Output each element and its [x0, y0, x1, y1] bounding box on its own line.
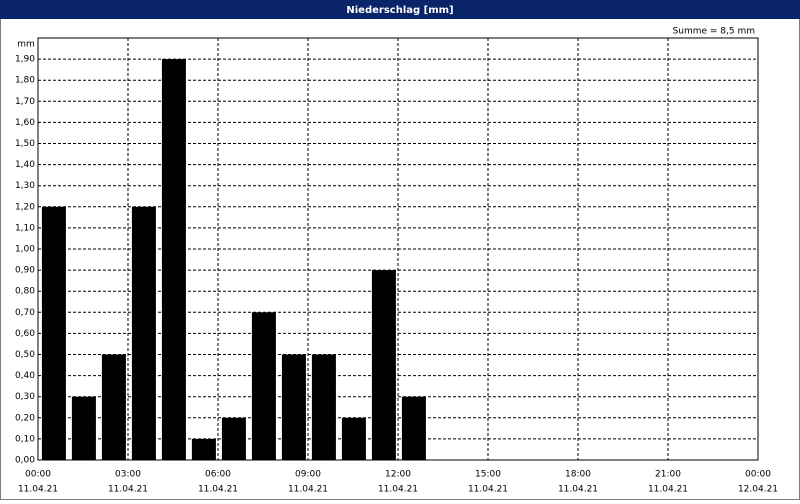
bar: [401, 396, 426, 460]
x-tick-date: 12.04.21: [738, 485, 778, 495]
y-tick-label: 1,50: [15, 139, 35, 149]
x-tick-label: 00:00: [745, 470, 771, 480]
bar: [251, 312, 276, 460]
x-tick-label: 18:00: [565, 470, 591, 480]
y-tick-label: 0,40: [15, 371, 35, 381]
annotation: Summe = 8,5 mm: [673, 27, 755, 37]
y-tick-label: 1,00: [15, 245, 35, 255]
x-tick-label: 06:00: [205, 470, 231, 480]
y-tick-label: 0,80: [15, 287, 35, 297]
x-tick-date: 11.04.21: [648, 485, 688, 495]
y-tick-label: 1,80: [15, 76, 35, 86]
y-tick-label: 0,10: [15, 434, 35, 444]
y-tick-label: 0,70: [15, 308, 35, 318]
y-tick-label: 1,60: [15, 118, 35, 128]
y-tick-label: 1,40: [15, 160, 35, 170]
x-tick-date: 11.04.21: [378, 485, 418, 495]
bar: [311, 354, 336, 460]
y-tick-label: 0,90: [15, 266, 35, 276]
x-tick-date: 11.04.21: [18, 485, 58, 495]
bar: [71, 396, 96, 460]
y-axis-label: mm: [17, 40, 35, 50]
bar: [41, 206, 66, 460]
y-tick-label: 0,20: [15, 413, 35, 423]
y-tick-label: 1,10: [15, 223, 35, 233]
bar: [161, 59, 186, 460]
plot-border: [37, 37, 759, 461]
bar: [281, 354, 306, 460]
x-tick-date: 11.04.21: [288, 485, 328, 495]
x-tick-label: 09:00: [295, 470, 321, 480]
x-tick-date: 11.04.21: [558, 485, 598, 495]
title-bar: [0, 0, 800, 19]
x-tick-label: 03:00: [115, 470, 141, 480]
bar: [131, 206, 156, 460]
x-tick-label: 21:00: [655, 470, 681, 480]
y-tick-label: 1,20: [15, 202, 35, 212]
y-tick-label: 1,30: [15, 181, 35, 191]
x-tick-label: 00:00: [25, 470, 51, 480]
y-tick-label: 0,50: [15, 350, 35, 360]
y-tick-label: 1,90: [15, 55, 35, 65]
bar: [101, 354, 126, 460]
x-tick-label: 15:00: [475, 470, 501, 480]
y-tick-label: 0,00: [15, 456, 35, 466]
x-tick-date: 11.04.21: [108, 485, 148, 495]
x-tick-date: 11.04.21: [198, 485, 238, 495]
bar: [341, 417, 366, 460]
y-tick-label: 0,60: [15, 329, 35, 339]
x-tick-date: 11.04.21: [468, 485, 508, 495]
bar: [221, 417, 246, 460]
y-tick-label: 1,70: [15, 97, 35, 107]
bar: [371, 270, 396, 460]
x-tick-label: 12:00: [385, 470, 411, 480]
bar: [191, 438, 216, 460]
y-tick-label: 0,30: [15, 392, 35, 402]
chart-title: Niederschlag [mm]: [346, 5, 453, 16]
